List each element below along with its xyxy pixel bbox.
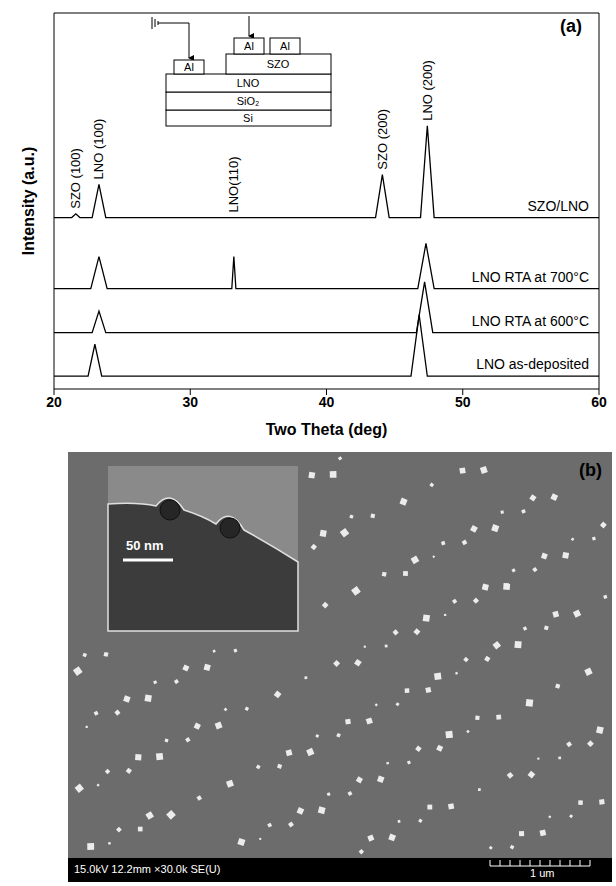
svg-text:SZO: SZO — [267, 58, 290, 70]
svg-text:SiO₂: SiO₂ — [237, 95, 260, 107]
svg-text:40: 40 — [319, 394, 335, 410]
html-text:(b): (b) — [579, 460, 602, 480]
svg-text:30: 30 — [182, 394, 198, 410]
svg-text:SZO (200): SZO (200) — [375, 109, 390, 170]
svg-text:LNO(110): LNO(110) — [226, 156, 241, 212]
svg-text:Al: Al — [280, 40, 290, 52]
html-text:15.0kV 12.2mm ×30.0k SE(U): 15.0kV 12.2mm ×30.0k SE(U) — [74, 863, 221, 875]
svg-text:50: 50 — [455, 394, 471, 410]
svg-text:LNO (100): LNO (100) — [91, 119, 106, 180]
html-text:(a): (a) — [560, 16, 582, 36]
svg-text:SZO (100): SZO (100) — [68, 148, 83, 209]
html-text:1 um: 1 um — [530, 867, 555, 879]
svg-text:Al: Al — [184, 61, 194, 73]
svg-text:60: 60 — [591, 394, 607, 410]
svg-text:LNO RTA at 600°C: LNO RTA at 600°C — [472, 313, 589, 329]
svg-text:20: 20 — [46, 394, 62, 410]
svg-text:LNO as-deposited: LNO as-deposited — [476, 356, 589, 372]
svg-text:Al: Al — [244, 40, 254, 52]
svg-text:Si: Si — [243, 112, 253, 124]
svg-text:SZO/LNO: SZO/LNO — [528, 198, 590, 214]
svg-text:LNO: LNO — [237, 77, 260, 89]
svg-text:LNO (200): LNO (200) — [420, 60, 435, 121]
svg-text:Two Theta (deg): Two Theta (deg) — [266, 421, 387, 438]
svg-text:50 nm: 50 nm — [126, 538, 164, 553]
svg-text:LNO RTA at 700°C: LNO RTA at 700°C — [472, 269, 589, 285]
svg-text:Intensity (a.u.): Intensity (a.u.) — [20, 147, 37, 255]
